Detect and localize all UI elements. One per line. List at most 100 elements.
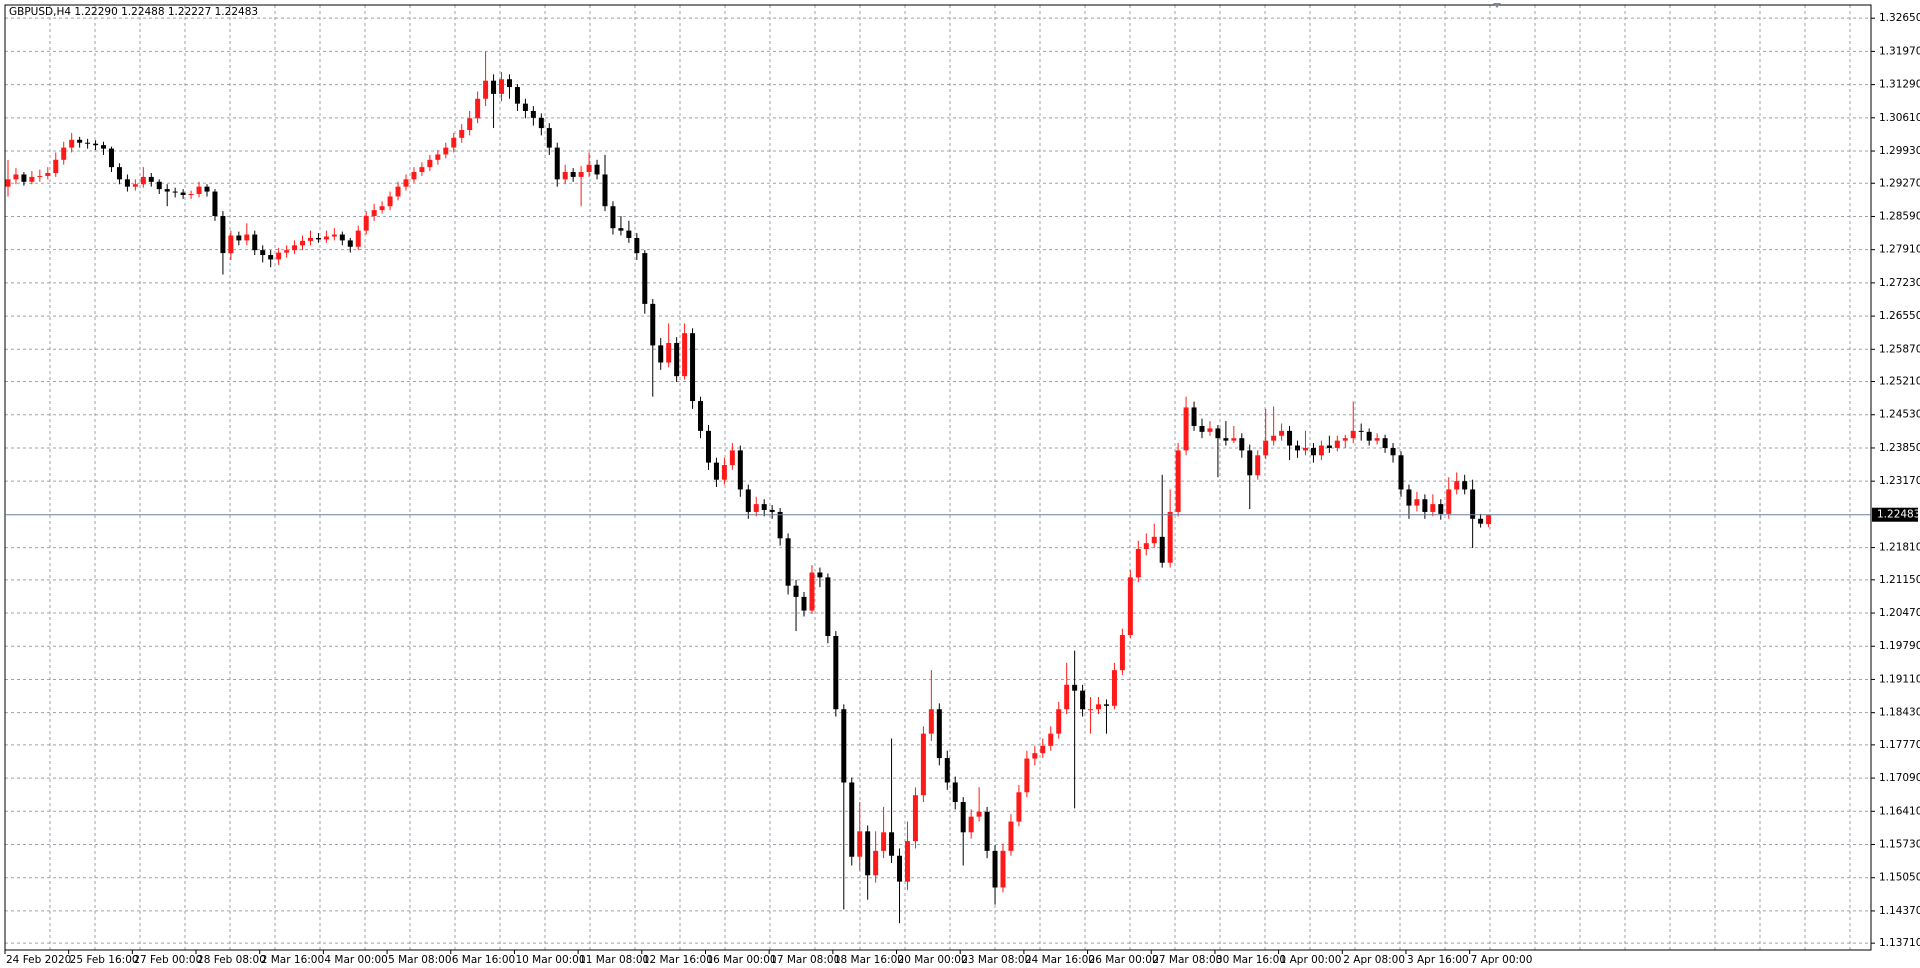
candle-body	[1279, 430, 1285, 436]
current-price-box	[1872, 507, 1918, 522]
candle-body	[626, 230, 632, 238]
y-tick-label: 1.25210	[1879, 376, 1920, 388]
candle-body	[761, 504, 767, 510]
candle-body	[451, 137, 457, 148]
candle-body	[252, 234, 258, 251]
candle-body	[284, 250, 290, 253]
x-tick-label: 5 Mar 08:00	[388, 954, 451, 966]
candle-body	[1064, 684, 1070, 710]
candle-body	[85, 142, 91, 144]
candle-body	[594, 164, 600, 175]
candle-body	[435, 154, 441, 160]
candle-body	[1183, 407, 1189, 451]
candle-body	[108, 148, 114, 168]
candle-body	[172, 191, 178, 193]
candle-body	[156, 181, 162, 190]
candle-body	[411, 172, 417, 180]
x-tick-label: 2 Apr 08:00	[1343, 954, 1405, 966]
candle-body	[1342, 438, 1348, 441]
x-tick-label: 27 Mar 08:00	[1152, 954, 1222, 966]
candle-body	[1175, 450, 1181, 512]
x-tick-label: 27 Feb 00:00	[133, 954, 202, 966]
y-tick-label: 1.26550	[1879, 310, 1920, 322]
candle-body	[1358, 430, 1364, 432]
candle-body	[1255, 455, 1261, 476]
candle-body	[865, 831, 871, 876]
y-tick-label: 1.21810	[1879, 542, 1920, 554]
y-tick-label: 1.17770	[1879, 739, 1920, 751]
candle-body	[849, 782, 855, 857]
candle-body	[745, 489, 751, 512]
candle-body	[1024, 758, 1030, 793]
candle-body	[554, 147, 560, 180]
candle-body	[1207, 428, 1213, 432]
candle-body	[514, 87, 520, 104]
candle-body	[960, 802, 966, 833]
candle-body	[793, 585, 799, 597]
x-tick-label: 26 Mar 00:00	[1089, 954, 1159, 966]
candle-body	[124, 179, 130, 187]
plot-frame	[4, 4, 1872, 951]
candle-body	[395, 186, 401, 197]
y-tick-label: 1.15730	[1879, 839, 1920, 851]
candle-body	[1159, 536, 1165, 563]
y-tick-label: 1.30610	[1879, 112, 1920, 124]
candle-body	[459, 130, 465, 138]
y-tick-label: 1.14370	[1879, 905, 1920, 917]
candle-body	[968, 816, 974, 833]
candles	[5, 51, 1492, 924]
candle-body	[300, 240, 306, 246]
candle-body	[403, 179, 409, 187]
candle-body	[204, 186, 210, 192]
candle-body	[1127, 577, 1133, 635]
candle-body	[1430, 504, 1436, 512]
candle-body	[1366, 431, 1372, 441]
scroll-marker	[1493, 3, 1501, 8]
candle-body	[1135, 549, 1141, 578]
chart-title: GBPUSD,H4 1.22290 1.22488 1.22227 1.2248…	[9, 6, 258, 18]
candle-body	[61, 147, 67, 160]
candle-body	[1056, 709, 1062, 734]
candle-body	[610, 206, 616, 229]
candle-body	[586, 164, 592, 173]
candle-body	[1350, 430, 1356, 439]
candle-body	[379, 206, 385, 211]
y-tick-label: 1.31970	[1879, 45, 1920, 57]
candle-body	[1478, 518, 1484, 524]
candle-body	[220, 215, 226, 254]
candle-body	[101, 145, 107, 149]
candle-body	[984, 811, 990, 851]
candle-body	[1103, 704, 1109, 706]
candle-body	[992, 850, 998, 888]
candle-body	[307, 237, 313, 241]
candle-body	[642, 253, 648, 304]
candle-body	[331, 234, 337, 237]
candle-body	[196, 186, 202, 194]
candle-body	[928, 709, 934, 734]
candle-body	[777, 511, 783, 539]
candle-body	[491, 80, 497, 94]
candle-body	[1295, 445, 1301, 451]
candle-body	[1032, 753, 1038, 759]
candle-body	[1239, 438, 1245, 451]
candle-body	[912, 795, 918, 842]
candle-body	[180, 192, 186, 195]
candle-body	[132, 184, 138, 187]
candle-body	[578, 172, 584, 177]
candle-body	[1167, 511, 1173, 563]
candle-body	[897, 855, 903, 882]
candle-body	[499, 79, 505, 94]
candle-body	[387, 196, 393, 207]
candle-body	[506, 79, 512, 88]
candle-body	[1310, 447, 1316, 456]
candle-body	[833, 635, 839, 710]
candle-body	[705, 430, 711, 463]
candle-body	[1318, 445, 1324, 456]
candle-body	[419, 167, 425, 173]
candle-body	[268, 255, 274, 260]
candle-body	[976, 811, 982, 817]
candle-body	[1088, 709, 1094, 711]
y-tick-label: 1.15050	[1879, 872, 1920, 884]
